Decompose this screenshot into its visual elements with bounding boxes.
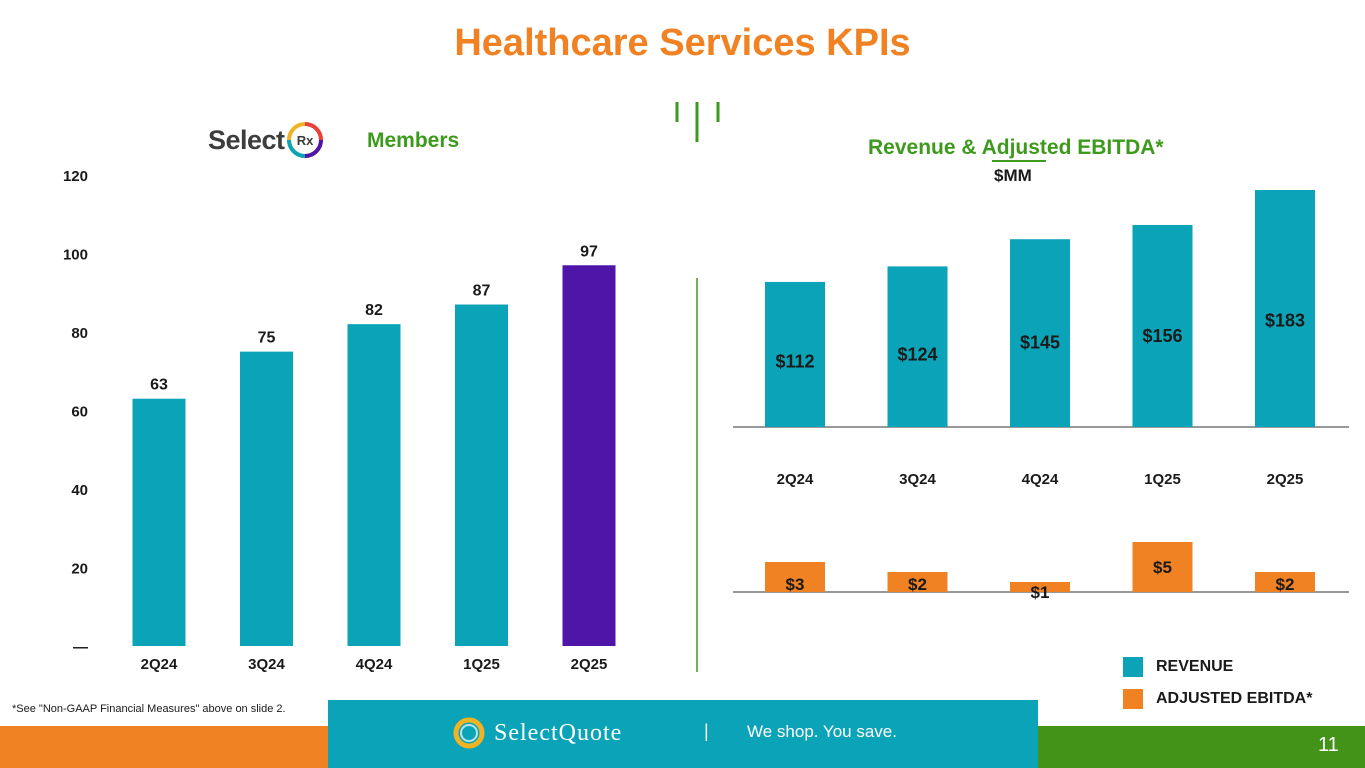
x-tick-label: 1Q25: [463, 656, 500, 673]
members-bar: [132, 398, 186, 646]
revenue-chart-unit: $MM: [994, 166, 1032, 185]
ebitda-bar: [1010, 582, 1070, 592]
legend-ebitda-swatch: [1123, 689, 1143, 709]
y-tick-label: 80: [71, 325, 88, 342]
revenue-value-label: $145: [1020, 332, 1060, 352]
members-bar: [562, 265, 616, 646]
x-tick-label: 2Q25: [571, 656, 608, 673]
y-tick-label: 60: [71, 404, 88, 421]
ebitda-value-label: $2: [908, 575, 927, 594]
members-bar: [347, 324, 401, 646]
page-number: 11: [1318, 734, 1339, 756]
members-value-label: 63: [150, 377, 168, 394]
ebitda-value-label: $5: [1153, 558, 1172, 577]
rx-badge-text: Rx: [296, 133, 313, 148]
selectquote-ring-icon: [453, 717, 485, 749]
y-tick-label: 120: [63, 168, 88, 185]
legend-ebitda-label: ADJUSTED EBITDA*: [1156, 690, 1313, 707]
legend-revenue-swatch: [1123, 657, 1143, 677]
ebitda-value-label: $3: [786, 575, 805, 594]
page-title: Healthcare Services KPIs: [454, 22, 911, 64]
members-chart: — 20 40 60 80 100 120 63 2Q24 75 3Q24 82 4Q24 87 1Q25 9…: [63, 168, 616, 673]
x-tick-label: 2Q24: [141, 656, 178, 673]
x-tick-label: 1Q25: [1144, 471, 1181, 488]
revenue-value-label: $124: [897, 345, 937, 365]
ebitda-bar: [1255, 572, 1315, 592]
revenue-value-label: $156: [1142, 326, 1182, 346]
revenue-value-label: $183: [1265, 310, 1305, 330]
footnote: *See "Non-GAAP Financial Measures" above…: [12, 703, 286, 715]
ebitda-bar: [1132, 542, 1193, 592]
footer-tagline: We shop. You save.: [747, 722, 897, 741]
revenue-bar: [887, 266, 948, 427]
members-value-label: 82: [365, 302, 383, 319]
divider-decoration: [675, 102, 1046, 672]
ebitda-value-label: $2: [1276, 575, 1295, 594]
revenue-chart-title: Revenue & Adjusted EBITDA*: [868, 136, 1164, 159]
revenue-bar: [1255, 190, 1315, 427]
revenue-bar: [1010, 239, 1070, 427]
members-subtitle: Members: [367, 129, 460, 152]
selectquote-logo: SelectQuote: [452, 716, 622, 750]
revenue-bar: [1132, 224, 1193, 427]
y-tick-label: 100: [63, 247, 88, 264]
y-tick-label: 40: [71, 482, 88, 499]
footer-band-teal: [328, 700, 1038, 768]
x-tick-label: 2Q25: [1267, 471, 1304, 488]
legend-revenue-label: REVENUE: [1156, 658, 1234, 675]
brand-name: SelectQuote: [494, 719, 623, 746]
footer-band-orange: [0, 726, 328, 768]
y-tick-label: 20: [71, 561, 88, 578]
members-value-label: 97: [580, 243, 598, 260]
members-bar: [240, 351, 293, 646]
x-tick-label: 4Q24: [356, 656, 393, 673]
ebitda-bar: [765, 562, 825, 592]
revenue-value-label: $112: [775, 352, 814, 372]
rx-badge-icon: Rx: [286, 122, 323, 158]
revenue-ebitda-chart: $112 2Q24 $3 $124 3Q24 $2 $145 4Q24 $1 $156 1Q25 $5…: [733, 190, 1349, 602]
footer-separator: |: [704, 721, 709, 741]
x-tick-label: 2Q24: [777, 471, 814, 488]
logo-wordmark: Select: [208, 124, 285, 155]
members-value-label: 75: [258, 330, 276, 347]
x-tick-label: 3Q24: [899, 471, 936, 488]
selectrx-logo: Select Rx: [208, 120, 325, 160]
x-tick-label: 3Q24: [248, 656, 285, 673]
ebitda-bar: [887, 572, 948, 592]
ebitda-value-label: $1: [1031, 583, 1050, 602]
x-tick-label: 4Q24: [1022, 471, 1059, 488]
footer-band-green: [1038, 726, 1365, 768]
members-value-label: 87: [473, 283, 491, 300]
y-tick-label: —: [73, 639, 88, 656]
revenue-bar: [765, 281, 825, 427]
members-bar: [455, 304, 508, 646]
